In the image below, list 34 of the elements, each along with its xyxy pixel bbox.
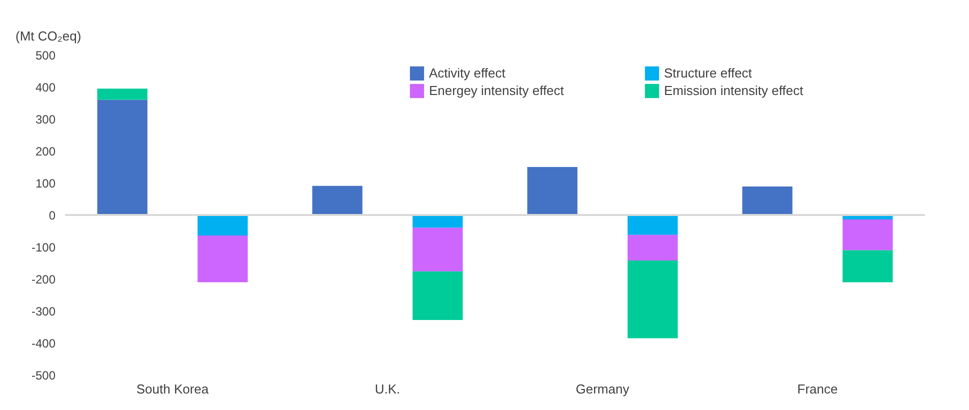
bar: [412, 228, 463, 272]
legend-label: Activity effect: [429, 65, 506, 80]
y-tick-label: 200: [35, 144, 56, 158]
legend-label: Emission intensity effect: [664, 83, 804, 98]
bar: [842, 250, 893, 282]
y-axis-title: (Mt CO₂eq): [16, 28, 82, 44]
legend-label: Energey intensity effect: [429, 83, 564, 98]
y-tick-label: 0: [48, 208, 56, 222]
bar: [198, 215, 248, 236]
x-tick-label: Germany: [576, 382, 630, 396]
y-tick-label: 500: [35, 48, 56, 62]
y-tick-label: 300: [35, 112, 56, 126]
bar: [198, 235, 248, 282]
bar: [97, 100, 148, 215]
x-tick-label: France: [797, 382, 838, 396]
bar: [628, 260, 678, 338]
bar: [312, 186, 362, 215]
y-tick-label: -500: [31, 368, 56, 382]
bar: [412, 215, 463, 228]
bar: [742, 186, 792, 215]
bar: [412, 271, 463, 320]
y-tick-label: -300: [31, 304, 56, 318]
y-tick-label: -400: [31, 336, 56, 350]
bar: [628, 215, 678, 235]
x-tick-label: South Korea: [136, 382, 210, 396]
bar: [628, 234, 678, 260]
bar: [842, 219, 893, 250]
y-tick-label: 400: [35, 80, 56, 94]
x-tick-label: U.K.: [374, 382, 400, 396]
y-tick-label: -100: [31, 240, 56, 254]
legend-label: Structure effect: [664, 65, 752, 80]
y-tick-label: -200: [31, 272, 56, 286]
y-tick-label: 100: [35, 176, 56, 190]
bar: [527, 167, 578, 215]
